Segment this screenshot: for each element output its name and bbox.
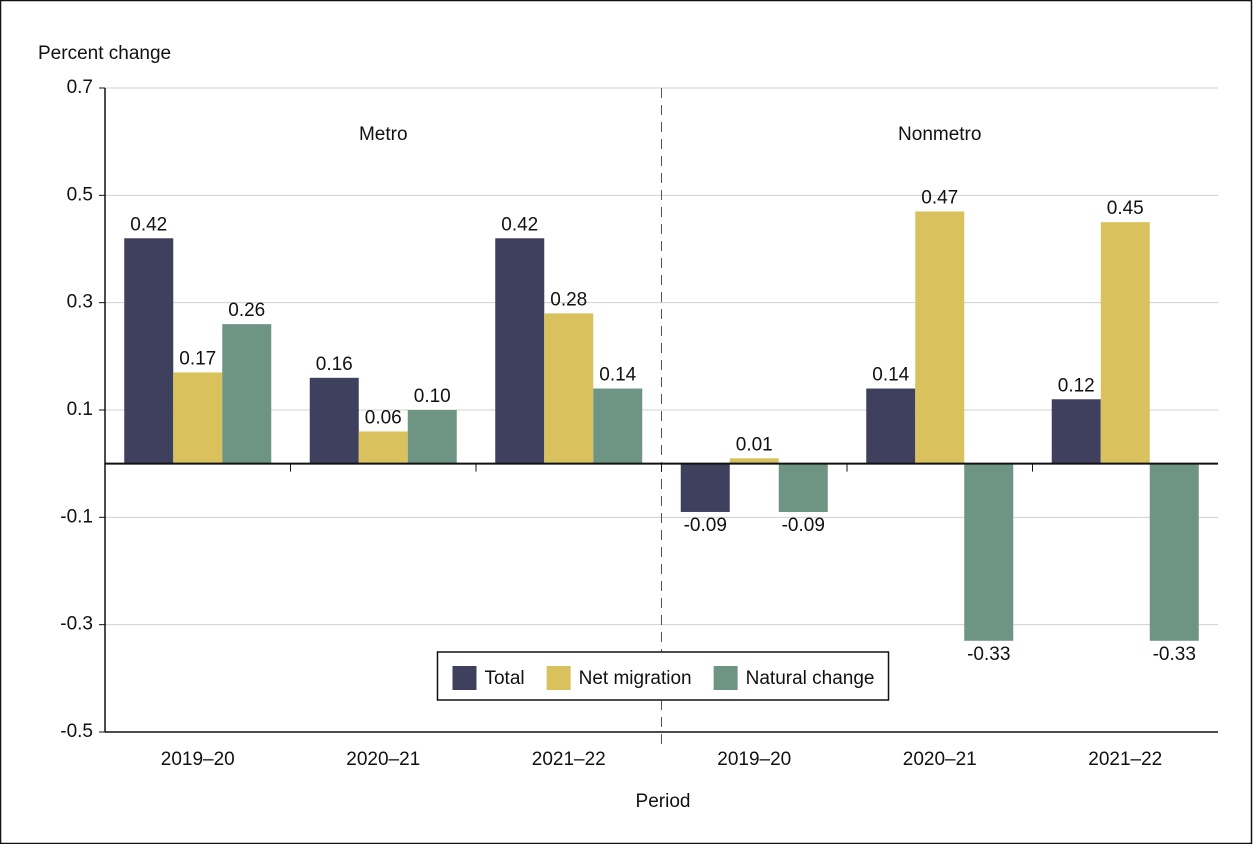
bar — [680, 463, 730, 512]
bar — [544, 313, 594, 464]
bar — [407, 410, 457, 464]
bar — [222, 324, 272, 464]
bar — [309, 377, 359, 464]
legend-swatch — [546, 666, 571, 690]
legend-box — [436, 651, 890, 701]
x-tick-label: 2021–22 — [532, 749, 606, 770]
y-tick-label: -0.3 — [60, 614, 93, 635]
bar — [866, 388, 916, 464]
x-tick-label: 2020–21 — [346, 749, 420, 770]
data-label: 0.12 — [1058, 375, 1095, 396]
bar — [173, 372, 223, 464]
x-tick-label: 2019–20 — [717, 749, 791, 770]
data-label: -0.33 — [1153, 644, 1196, 665]
data-label: -0.33 — [967, 644, 1010, 665]
x-axis-title: Period — [636, 791, 691, 812]
y-tick-label: 0.1 — [67, 399, 93, 420]
y-tick-label: -0.1 — [60, 506, 93, 527]
bar — [495, 238, 545, 464]
legend-label: Total — [484, 668, 524, 689]
data-label: 0.26 — [228, 300, 265, 321]
group-label: Metro — [359, 124, 408, 145]
bar — [729, 458, 779, 464]
legend-label: Net migration — [579, 668, 692, 689]
data-label: 0.06 — [365, 407, 402, 428]
bar — [124, 238, 174, 464]
y-axis-title: Percent change — [38, 43, 171, 64]
data-label: 0.28 — [550, 289, 587, 310]
data-label: 0.14 — [599, 365, 636, 386]
data-label: 0.01 — [736, 434, 773, 455]
data-label: -0.09 — [782, 515, 825, 536]
bar — [593, 388, 643, 464]
legend-swatch — [452, 666, 477, 690]
legend-swatch — [713, 666, 738, 690]
legend-label: Natural change — [746, 668, 875, 689]
data-label: 0.10 — [414, 386, 451, 407]
bar — [778, 463, 828, 512]
y-tick-label: 0.5 — [67, 184, 93, 205]
bar — [964, 463, 1014, 641]
bar — [915, 211, 965, 464]
bar — [1100, 222, 1150, 464]
x-tick-label: 2020–21 — [903, 749, 977, 770]
data-label: 0.17 — [179, 348, 216, 369]
group-label: Nonmetro — [898, 124, 981, 145]
data-label: -0.09 — [684, 515, 727, 536]
bar — [1051, 399, 1101, 464]
y-tick-label: -0.5 — [60, 721, 93, 742]
x-tick-label: 2019–20 — [161, 749, 235, 770]
data-label: 0.47 — [921, 187, 958, 208]
data-label: 0.42 — [130, 214, 167, 235]
data-label: 0.16 — [316, 354, 353, 375]
bar — [1149, 463, 1199, 641]
legend: Total Net migration Natural change — [436, 651, 890, 701]
data-label: 0.45 — [1107, 198, 1144, 219]
y-tick-label: 0.3 — [67, 292, 93, 313]
data-label: 0.14 — [872, 365, 909, 386]
y-tick-label: 0.7 — [67, 77, 93, 98]
x-tick-label: 2021–22 — [1088, 749, 1162, 770]
data-label: 0.42 — [501, 214, 538, 235]
bar — [358, 431, 408, 464]
